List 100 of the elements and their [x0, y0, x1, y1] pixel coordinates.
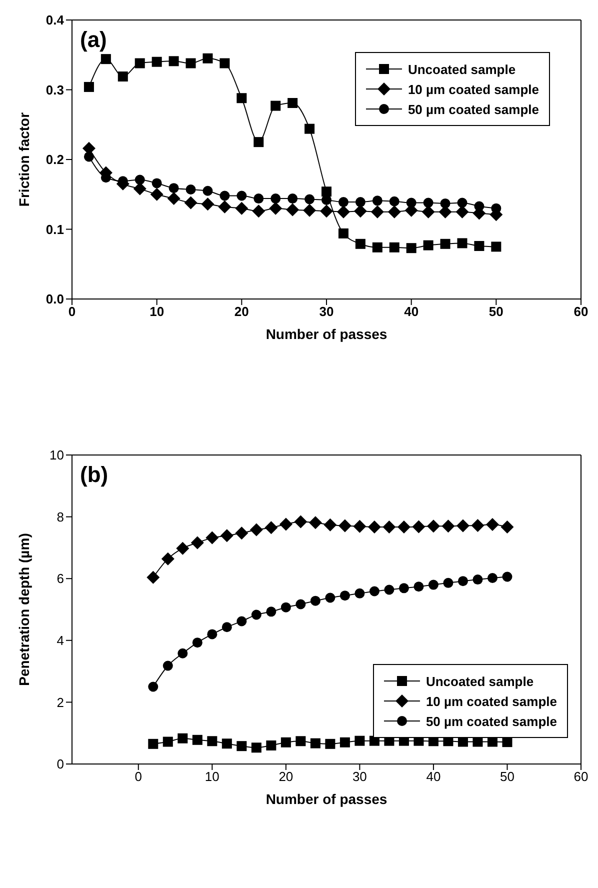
point: [443, 578, 454, 588]
point: [304, 194, 315, 204]
point: [487, 736, 498, 747]
point: [368, 520, 381, 534]
point: [412, 520, 426, 534]
point: [235, 526, 248, 540]
point: [406, 198, 416, 208]
x-tick-label: 30: [319, 304, 334, 320]
point: [236, 741, 247, 752]
point: [486, 518, 499, 532]
point: [423, 198, 434, 208]
point: [186, 58, 196, 68]
point: [167, 192, 180, 206]
point: [84, 152, 94, 162]
point: [296, 599, 306, 610]
point: [338, 519, 352, 532]
point: [500, 520, 514, 534]
point: [336, 205, 350, 218]
legend-label: Uncoated sample: [426, 674, 534, 688]
point: [370, 205, 384, 218]
point: [270, 194, 281, 204]
point: [456, 519, 470, 532]
point: [354, 736, 365, 746]
x-tick-label: 10: [150, 304, 164, 320]
point: [502, 572, 512, 582]
point: [384, 584, 394, 595]
point: [426, 520, 440, 533]
point: [280, 737, 291, 748]
point: [458, 736, 468, 747]
y-tick-label: 0.0: [46, 292, 64, 307]
annotation: (b): [80, 462, 108, 488]
point: [340, 737, 350, 748]
point: [288, 194, 298, 204]
y-tick-label: 0.1: [46, 222, 64, 237]
point: [388, 205, 401, 218]
legend-label: 50 µm coated sample: [426, 714, 557, 728]
legend-label: Uncoated sample: [408, 62, 516, 76]
y-tick-label: 0: [56, 756, 64, 772]
point: [474, 201, 484, 212]
point: [369, 586, 380, 596]
point: [207, 736, 218, 746]
point: [161, 552, 174, 566]
point: [338, 197, 348, 208]
point: [206, 531, 219, 544]
x-tick-label: 10: [204, 769, 220, 784]
point: [186, 184, 196, 194]
legend-label: 10 µm coated sample: [408, 82, 539, 96]
point: [254, 194, 264, 204]
point: [320, 204, 333, 218]
point: [310, 738, 320, 748]
point: [148, 738, 158, 749]
point: [304, 124, 315, 134]
point: [251, 742, 262, 753]
point: [220, 190, 230, 201]
y-axis-title: Penetration depth (µm): [16, 533, 32, 686]
x-tick-label: 20: [234, 304, 249, 320]
point: [270, 100, 281, 111]
x-axis-title: Number of passes: [266, 326, 388, 342]
point: [491, 242, 502, 252]
annotation: (a): [80, 27, 107, 53]
point: [236, 190, 247, 201]
point: [279, 518, 292, 531]
point: [235, 202, 248, 215]
point: [288, 98, 298, 108]
point: [355, 197, 366, 208]
y-tick-label: 10: [50, 448, 64, 463]
point: [236, 93, 247, 104]
point: [428, 580, 438, 590]
point: [176, 542, 190, 555]
y-tick-label: 0.4: [46, 12, 65, 28]
point: [325, 592, 336, 603]
point: [296, 736, 306, 746]
point: [406, 243, 416, 254]
x-tick-label: 50: [488, 304, 504, 320]
point: [218, 200, 232, 214]
x-tick-label: 50: [500, 769, 514, 784]
y-tick-label: 2: [56, 694, 64, 710]
x-tick-label: 60: [574, 304, 588, 320]
point: [134, 174, 145, 185]
point: [355, 238, 366, 249]
point: [162, 736, 173, 747]
point: [146, 570, 160, 584]
point: [502, 737, 512, 748]
point: [354, 588, 365, 598]
point: [389, 242, 400, 252]
point: [202, 186, 213, 196]
point: [322, 186, 332, 197]
point: [148, 682, 158, 692]
point: [354, 204, 367, 218]
y-tick-label: 8: [56, 509, 64, 524]
point: [372, 196, 382, 206]
y-tick-label: 0.3: [46, 82, 64, 98]
point: [168, 56, 179, 66]
point: [192, 638, 202, 648]
point: [456, 205, 469, 218]
point: [372, 242, 382, 252]
point: [280, 602, 291, 612]
legend-label: 10 µm coated sample: [426, 694, 557, 708]
x-tick-label: 40: [404, 304, 419, 320]
point: [222, 738, 232, 749]
